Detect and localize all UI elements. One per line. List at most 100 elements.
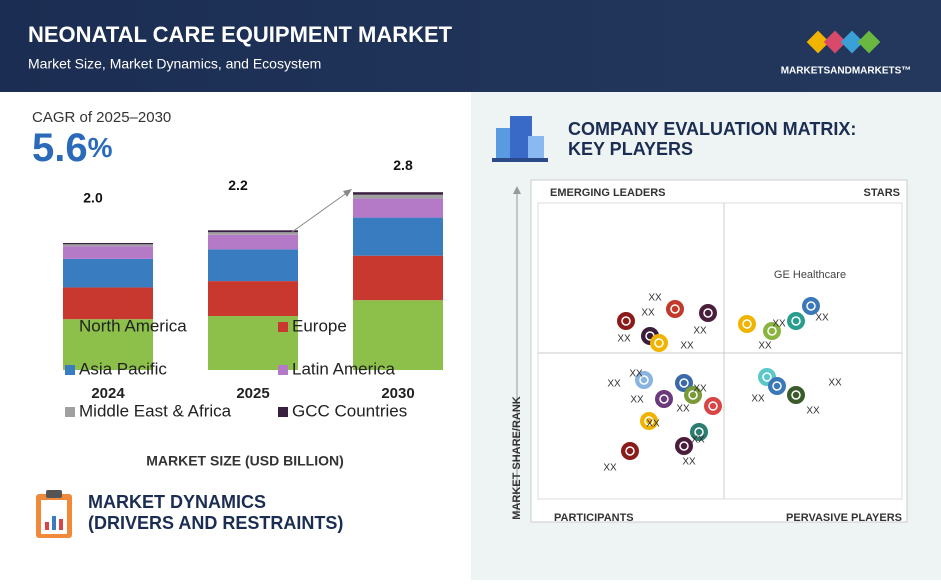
- player-marker-ring: [625, 446, 635, 456]
- player-label: XX: [682, 457, 696, 468]
- legend-swatch: [278, 322, 288, 332]
- player-marker-ring: [791, 316, 801, 326]
- legend-label: North America: [79, 316, 187, 335]
- player-marker-ring: [767, 326, 777, 336]
- matrix-title-2: KEY PLAYERS: [568, 139, 693, 159]
- x-tick-label: 2024: [91, 385, 125, 402]
- bar-chart: 2024 2025 2030 2.0 2.2 2.8 North America Europe…: [63, 157, 443, 420]
- player-marker: [655, 390, 673, 408]
- player-label: XX: [751, 394, 765, 405]
- player-marker-ring: [621, 316, 631, 326]
- player-marker-ring: [679, 378, 689, 388]
- matrix-area: [537, 202, 903, 500]
- legend-swatch: [278, 365, 288, 375]
- player-marker: [675, 437, 693, 455]
- bar-segment: [353, 217, 443, 256]
- player-marker-ring: [688, 390, 698, 400]
- player-marker-ring: [703, 308, 713, 318]
- player-marker-ring: [708, 401, 718, 411]
- bar-segment: [208, 234, 298, 250]
- player-marker: [635, 371, 653, 389]
- trend-arrow-head: [343, 189, 352, 197]
- legend-label: Middle East & Africa: [79, 401, 232, 420]
- player-marker: [640, 412, 658, 430]
- player-label: XX: [680, 341, 694, 352]
- legend-swatch: [65, 365, 75, 375]
- quadrant-label: EMERGING LEADERS: [550, 187, 666, 199]
- player-label: XX: [772, 319, 786, 330]
- player-marker: [738, 315, 756, 333]
- bar-segment: [353, 255, 443, 301]
- dynamics-subtitle: (DRIVERS AND RESTRAINTS): [88, 513, 343, 533]
- trend-arrow: [291, 191, 349, 233]
- bar-segment: [63, 287, 153, 320]
- legend-label: Asia Pacific: [79, 359, 167, 378]
- logo-text: MARKETSANDMARKETS™: [781, 66, 912, 77]
- matrix-title: COMPANY EVALUATION MATRIX:: [568, 119, 856, 139]
- x-axis-label: MARKET SIZE (USD BILLION): [146, 453, 344, 469]
- legend-swatch: [65, 407, 75, 417]
- player-marker-ring: [772, 381, 782, 391]
- legend-label: Latin America: [292, 359, 396, 378]
- bar-segment: [63, 246, 153, 259]
- quadrant-label: PARTICIPANTS: [554, 512, 634, 524]
- quadrant-label: PERVASIVE PLAYERS: [786, 512, 902, 524]
- player-label: XX: [617, 334, 631, 345]
- bar-segment: [353, 192, 443, 195]
- player-marker: [690, 423, 708, 441]
- header-bar: [0, 0, 941, 92]
- total-label: 2.0: [83, 190, 103, 206]
- player-label: XX: [758, 341, 772, 352]
- bar-segment: [63, 319, 153, 370]
- header-title: NEONATAL CARE EQUIPMENT MARKET: [28, 22, 453, 47]
- player-marker: [704, 397, 722, 415]
- player-label: XX: [646, 419, 660, 430]
- player-marker: [787, 312, 805, 330]
- player-label: XX: [676, 404, 690, 415]
- player-marker: [617, 312, 635, 330]
- bar-segment: [63, 243, 153, 245]
- quadrant-label: STARS: [864, 187, 900, 199]
- player-marker: [768, 377, 786, 395]
- player-label: XX: [691, 435, 705, 446]
- total-label: 2.8: [393, 157, 413, 173]
- y-axis-label: MARKET SHARE/RANK: [511, 396, 523, 520]
- cagr-number: 5.6: [32, 126, 88, 170]
- player-marker-ring: [639, 375, 649, 385]
- building-icon: [492, 116, 548, 162]
- player-marker-ring: [791, 390, 801, 400]
- player-marker-ring: [679, 441, 689, 451]
- player-label: XX: [629, 369, 643, 380]
- player-label: XX: [806, 406, 820, 417]
- player-label: XX: [815, 313, 829, 324]
- x-tick-label: 2030: [381, 385, 414, 402]
- player-marker-ring: [742, 319, 752, 329]
- bar-segment: [353, 198, 443, 218]
- player-marker: [787, 386, 805, 404]
- bar-segment: [63, 244, 153, 247]
- player-label: XX: [693, 326, 707, 337]
- bar-segment: [208, 232, 298, 235]
- player-label: XX: [603, 463, 617, 474]
- bar-segment: [208, 230, 298, 233]
- arrow-head: [513, 186, 521, 194]
- player-marker: [650, 334, 668, 352]
- player-marker-ring: [670, 304, 680, 314]
- player-marker: [699, 304, 717, 322]
- player-marker-ring: [762, 372, 772, 382]
- player-marker: [666, 300, 684, 318]
- bar-segment: [353, 300, 443, 370]
- dynamics-title: MARKET DYNAMICS: [88, 492, 266, 512]
- clipboard-icon: [36, 490, 72, 538]
- player-label: XX: [607, 379, 621, 390]
- player-marker: [684, 386, 702, 404]
- player-marker-ring: [806, 301, 816, 311]
- bar-segment: [208, 281, 298, 317]
- cagr-unit: %: [88, 132, 113, 163]
- player-marker: [763, 322, 781, 340]
- legend-swatch: [65, 322, 75, 332]
- player-label: XX: [641, 308, 655, 319]
- player-label: XX: [648, 293, 662, 304]
- player-marker-ring: [659, 394, 669, 404]
